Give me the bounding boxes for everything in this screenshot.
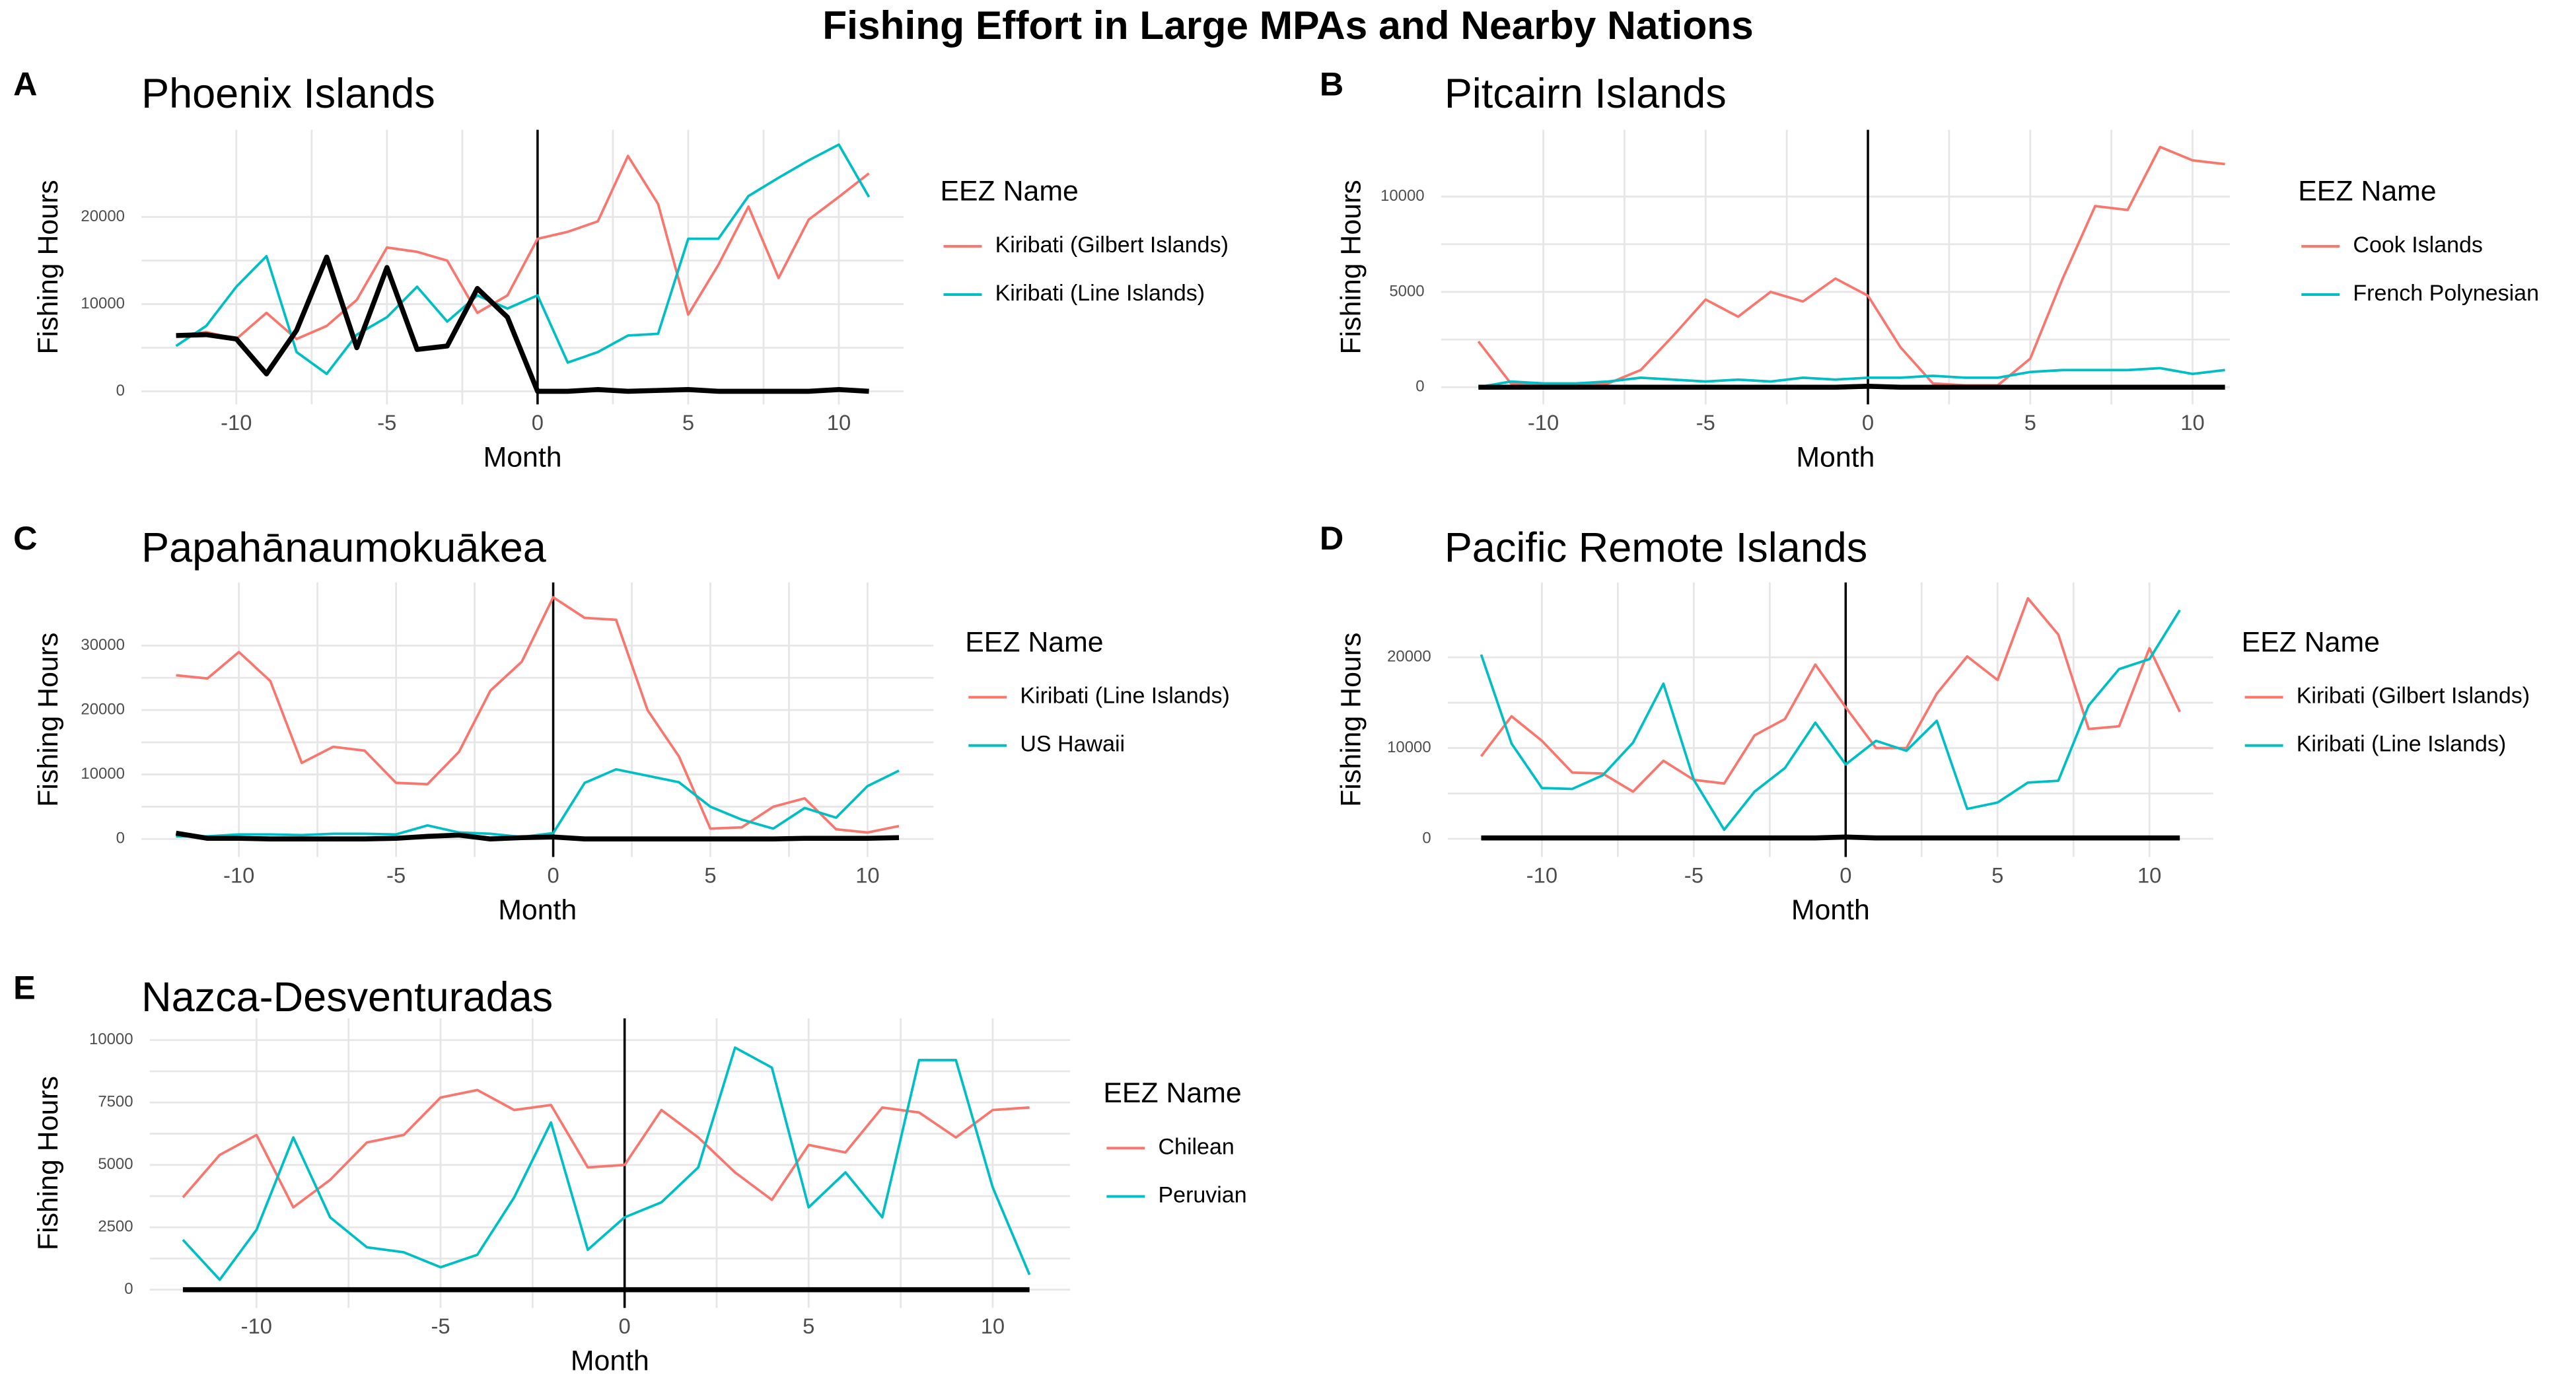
y-tick-label: 0 <box>116 830 125 847</box>
legend-label: Kiribati (Gilbert Islands) <box>2297 684 2530 709</box>
y-tick-label: 5000 <box>98 1155 133 1173</box>
y-tick-label: 20000 <box>81 207 125 225</box>
series-line <box>1480 609 2181 832</box>
x-tick-label: 5 <box>1991 863 2003 887</box>
legend-label: Kiribati (Gilbert Islands) <box>995 232 1229 258</box>
panel-title: Pitcairn Islands <box>1445 71 1727 117</box>
y-tick-label: 0 <box>1415 378 1424 396</box>
panel-label: B <box>1320 65 1343 102</box>
x-tick-label: 5 <box>803 1314 814 1338</box>
y-axis-title: Fishing Hours <box>1336 633 1367 807</box>
panel-title: Nazca-Desventuradas <box>141 974 553 1020</box>
x-tick-label: 5 <box>682 410 694 435</box>
y-tick-label: 7500 <box>98 1093 133 1111</box>
x-tick-label: 10 <box>855 863 879 887</box>
x-axis-title: Month <box>498 894 577 926</box>
y-tick-label: 0 <box>1422 829 1431 847</box>
y-tick-label: 10000 <box>1380 187 1425 205</box>
x-tick-label: -10 <box>221 410 252 435</box>
y-tick-label: 10000 <box>81 295 125 312</box>
x-tick-label: -10 <box>1528 410 1559 435</box>
legend-title: EEZ Name <box>940 176 1078 207</box>
series-line <box>176 155 870 341</box>
x-axis-title: Month <box>571 1345 649 1377</box>
series-line <box>1480 597 2181 793</box>
legend-title: EEZ Name <box>2298 176 2436 207</box>
legend-label: Chilean <box>1158 1134 1234 1159</box>
series-line <box>182 1088 1030 1209</box>
x-tick-label: 0 <box>619 1314 631 1338</box>
x-tick-label: 0 <box>532 410 544 435</box>
y-axis-title: Fishing Hours <box>32 1076 64 1250</box>
panel-title: Pacific Remote Islands <box>1445 525 1867 571</box>
legend-title: EEZ Name <box>965 626 1103 658</box>
x-tick-label: -10 <box>223 863 254 887</box>
x-tick-label: -5 <box>1696 410 1715 435</box>
y-tick-label: 20000 <box>81 700 125 718</box>
x-tick-label: 10 <box>981 1314 1005 1338</box>
x-tick-label: -5 <box>386 863 406 887</box>
series-line <box>1478 384 2225 390</box>
x-tick-label: 10 <box>2137 863 2161 887</box>
panel: D Pacific Remote Islands 0 10000 20000 -10 -5 0… <box>1320 519 2530 926</box>
legend-label: French Polynesian <box>2353 281 2539 306</box>
legend-title: EEZ Name <box>1103 1077 1241 1109</box>
x-axis-title: Month <box>1791 894 1870 926</box>
x-tick-label: 10 <box>827 410 851 435</box>
y-tick-label: 30000 <box>81 636 125 654</box>
series-line <box>175 143 871 375</box>
x-axis-title: Month <box>483 442 562 474</box>
y-tick-label: 2500 <box>98 1218 133 1236</box>
x-tick-label: 5 <box>2024 410 2036 435</box>
panel: E Nazca-Desventuradas 0 2500 5000 7500 10000 -1… <box>13 968 1247 1376</box>
series-line <box>1478 367 2225 389</box>
x-tick-label: 5 <box>704 863 716 887</box>
y-axis-title: Fishing Hours <box>32 633 64 807</box>
series-line <box>176 254 869 394</box>
y-tick-label: 10000 <box>1387 738 1431 756</box>
legend-label: Cook Islands <box>2353 232 2483 258</box>
legend-label: Kiribati (Line Islands) <box>995 281 1205 306</box>
x-tick-label: -5 <box>377 410 396 435</box>
series-line <box>1477 145 2225 387</box>
y-axis-title: Fishing Hours <box>32 180 64 354</box>
x-tick-label: 0 <box>547 863 559 887</box>
panel-label: A <box>13 65 37 102</box>
series-line <box>176 596 900 834</box>
y-tick-label: 5000 <box>1389 282 1424 300</box>
legend-label: Kiribati (Line Islands) <box>1020 684 1229 709</box>
figure-title: Fishing Effort in Large MPAs and Nearby … <box>822 3 1754 48</box>
series-line <box>182 1046 1031 1281</box>
x-tick-label: -10 <box>241 1314 272 1338</box>
panel-label: E <box>13 968 36 1006</box>
y-axis-title: Fishing Hours <box>1336 180 1367 354</box>
panel-label: D <box>1320 519 1343 557</box>
panel-title: Phoenix Islands <box>141 71 435 117</box>
x-tick-label: -5 <box>1684 863 1703 887</box>
y-tick-label: 0 <box>116 382 125 400</box>
panel: C Papahānaumokuākea 0 10000 20000 30000 -10 -5 0… <box>13 519 1230 926</box>
x-tick-label: 0 <box>1862 410 1874 435</box>
legend-label: US Hawaii <box>1020 732 1125 757</box>
x-tick-label: 10 <box>2180 410 2204 435</box>
x-tick-label: -10 <box>1526 863 1557 887</box>
series-line <box>175 830 900 841</box>
legend-label: Peruvian <box>1158 1182 1246 1207</box>
panel-label: C <box>13 519 37 557</box>
x-tick-label: 0 <box>1840 863 1851 887</box>
panel-title: Papahānaumokuākea <box>141 525 547 571</box>
y-tick-label: 0 <box>124 1280 133 1298</box>
panel: B Pitcairn Islands 0 5000 10000 -10 -5 0 5 10 Mont… <box>1320 65 2539 473</box>
y-tick-label: 10000 <box>81 765 125 783</box>
y-tick-label: 10000 <box>89 1030 133 1048</box>
legend-label: Kiribati (Line Islands) <box>2297 732 2506 757</box>
x-axis-title: Month <box>1796 442 1875 474</box>
x-tick-label: -5 <box>431 1314 450 1338</box>
y-tick-label: 20000 <box>1387 648 1431 666</box>
panel: A Phoenix Islands 0 10000 20000 -10 -5 0 5 10 Mont… <box>13 65 1229 473</box>
legend-title: EEZ Name <box>2242 626 2380 658</box>
